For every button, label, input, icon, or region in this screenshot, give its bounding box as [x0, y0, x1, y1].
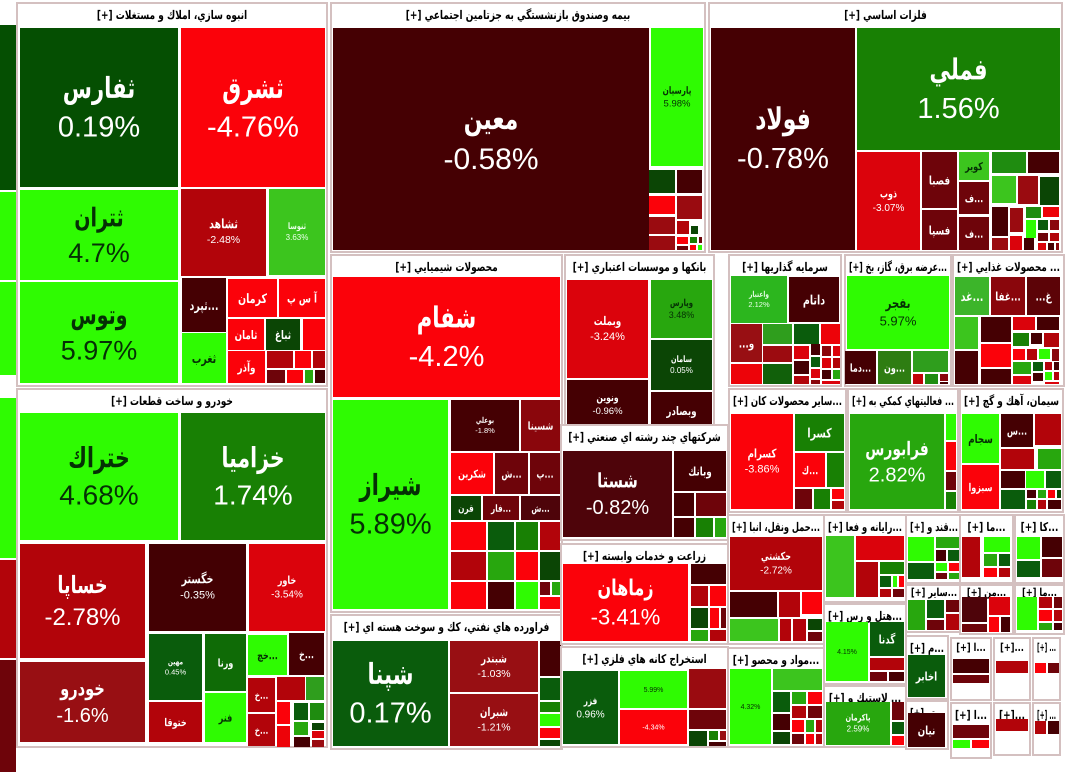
svg-text:2.82%: 2.82%: [869, 465, 926, 487]
svg-text:5.89%: 5.89%: [349, 509, 431, 541]
svg-text:-1.8%: -1.8%: [475, 426, 495, 435]
svg-text:-3.54%: -3.54%: [271, 590, 303, 601]
svg-text:5.98%: 5.98%: [664, 99, 691, 110]
svg-text:-0.82%: -0.82%: [586, 497, 650, 519]
svg-text:4.7%: 4.7%: [68, 238, 130, 268]
svg-text:-2.48%: -2.48%: [207, 234, 240, 246]
svg-text:-0.96%: -0.96%: [592, 406, 623, 417]
svg-text:0.96%: 0.96%: [576, 710, 604, 721]
svg-text:5.97%: 5.97%: [880, 314, 917, 329]
svg-text:-0.58%: -0.58%: [443, 143, 538, 176]
svg-text:-3.41%: -3.41%: [591, 605, 661, 630]
svg-text:-0.35%: -0.35%: [180, 590, 215, 602]
svg-text:-3.24%: -3.24%: [590, 331, 625, 343]
svg-text:5.99%: 5.99%: [644, 687, 664, 694]
svg-text:-4.76%: -4.76%: [207, 112, 299, 144]
svg-text:4.15%: 4.15%: [837, 649, 857, 656]
svg-text:2.59%: 2.59%: [847, 725, 870, 734]
svg-text:-3.07%: -3.07%: [873, 203, 905, 214]
svg-text:5.97%: 5.97%: [61, 336, 138, 366]
svg-text:-1.21%: -1.21%: [477, 722, 510, 734]
svg-text:3.63%: 3.63%: [286, 233, 309, 242]
svg-text:-1.6%: -1.6%: [56, 705, 108, 727]
svg-text:4.68%: 4.68%: [59, 480, 138, 511]
svg-text:-3.86%: -3.86%: [745, 464, 780, 476]
svg-text:-0.78%: -0.78%: [737, 143, 829, 175]
svg-text:1.56%: 1.56%: [917, 93, 999, 125]
svg-text:0.17%: 0.17%: [349, 698, 431, 730]
svg-text:2.12%: 2.12%: [748, 300, 770, 309]
svg-text:0.05%: 0.05%: [670, 366, 693, 375]
svg-text:0.19%: 0.19%: [58, 112, 140, 144]
svg-text:-4.2%: -4.2%: [409, 341, 485, 373]
svg-text:0.45%: 0.45%: [165, 668, 187, 677]
svg-text:4.32%: 4.32%: [741, 704, 761, 711]
svg-text:-1.03%: -1.03%: [477, 668, 510, 680]
svg-text:-2.72%: -2.72%: [760, 566, 792, 577]
svg-text:1.74%: 1.74%: [213, 480, 292, 511]
svg-text:3.48%: 3.48%: [669, 310, 695, 320]
svg-text:-2.78%: -2.78%: [44, 604, 120, 631]
svg-text:-4.34%: -4.34%: [642, 725, 664, 732]
